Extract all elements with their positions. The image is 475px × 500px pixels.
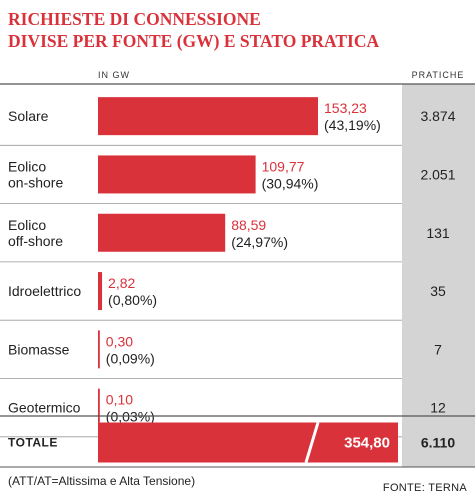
category-label: Solare xyxy=(8,108,49,124)
category-label: Idroelettrico xyxy=(8,283,81,299)
pratiche-header: PRATICHE xyxy=(412,70,465,80)
category-label: Geotermico xyxy=(8,400,81,416)
value-label: 109,77 xyxy=(262,158,305,174)
bar xyxy=(98,155,256,194)
bar xyxy=(98,388,100,427)
pratiche-value: 3.874 xyxy=(420,108,455,124)
pratiche-value: 2.051 xyxy=(420,166,455,182)
total-bar xyxy=(98,422,398,463)
percent-label: (0,09%) xyxy=(106,350,155,366)
category-label: off-shore xyxy=(8,233,63,249)
value-label: 88,59 xyxy=(231,217,266,233)
percent-label: (43,19%) xyxy=(324,117,381,133)
footnote: (ATT/AT=Altissima e Alta Tensione) xyxy=(8,474,196,488)
total-pratiche-value: 6.110 xyxy=(421,435,455,451)
percent-label: (24,97%) xyxy=(231,234,288,250)
value-header: IN GW xyxy=(98,70,130,80)
pratiche-value: 35 xyxy=(430,283,446,299)
percent-label: (30,94%) xyxy=(262,175,319,191)
chart-title: RICHIESTE DI CONNESSIONE DIVISE PER FONT… xyxy=(8,8,468,52)
pratiche-column-bg xyxy=(402,84,475,467)
value-label: 2,82 xyxy=(108,275,135,291)
bar xyxy=(98,97,318,136)
chart-title-line-2: DIVISE PER FONTE (GW) E STATO PRATICA xyxy=(8,31,380,51)
percent-label: (0,80%) xyxy=(108,292,157,308)
total-bar-break xyxy=(304,422,320,463)
bar xyxy=(98,213,226,252)
category-label: Eolico xyxy=(8,217,46,233)
bar xyxy=(98,272,103,311)
value-label: 0,30 xyxy=(106,333,133,349)
pratiche-value: 7 xyxy=(434,341,442,357)
value-label: 0,10 xyxy=(106,392,133,408)
percent-label: (0,03%) xyxy=(106,409,155,425)
source-credit: FONTE: TERNA xyxy=(382,482,467,494)
bar-chart: IN GW PRATICHE Solare 153,23(43,19%) 3.874 Eo… xyxy=(0,70,475,468)
total-value-label: 354,80 xyxy=(344,435,390,452)
bar xyxy=(98,330,100,369)
category-label: Eolico xyxy=(8,158,46,174)
value-label: 153,23 xyxy=(324,100,367,116)
pratiche-value: 12 xyxy=(430,400,446,416)
pratiche-value: 131 xyxy=(426,225,450,241)
chart-title-line-1: RICHIESTE DI CONNESSIONE xyxy=(8,9,261,29)
category-label: on-shore xyxy=(8,174,63,190)
category-label: Biomasse xyxy=(8,341,70,357)
total-label: TOTALE xyxy=(8,436,58,450)
